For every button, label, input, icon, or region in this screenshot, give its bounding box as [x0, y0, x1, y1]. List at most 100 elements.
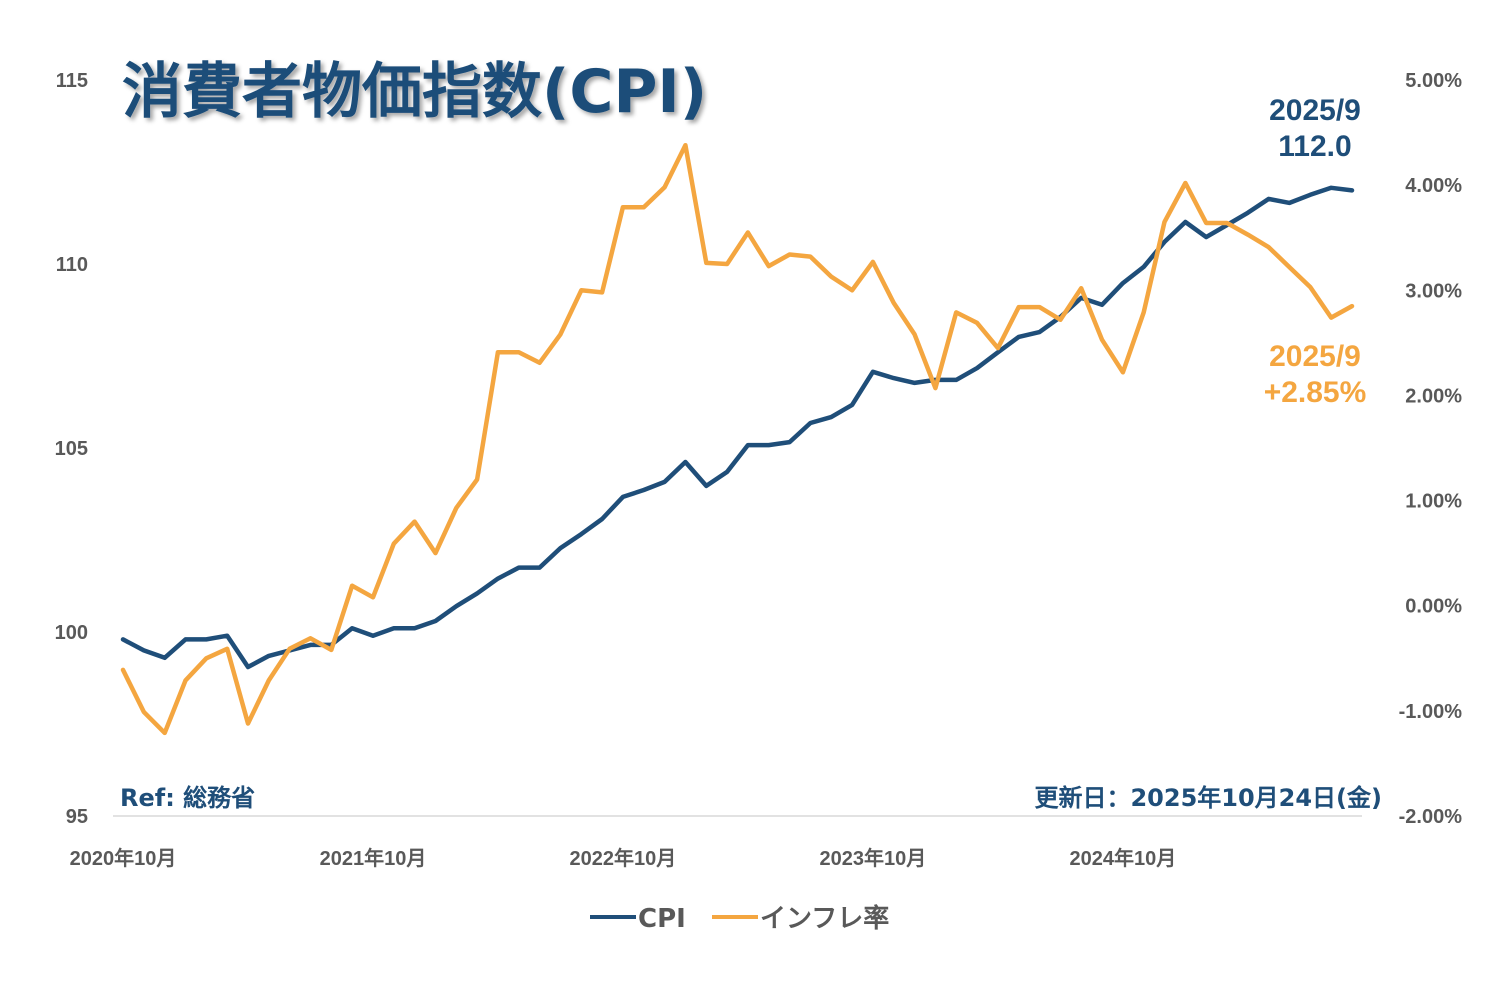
inflation-point — [329, 648, 333, 652]
inflation-point — [663, 185, 667, 189]
inflation-point — [246, 721, 250, 725]
inflation-point — [163, 731, 167, 735]
inflation-point — [1038, 305, 1042, 309]
inflation-point — [538, 361, 542, 365]
cpi-point — [350, 626, 354, 630]
cpi-point — [663, 480, 667, 484]
cpi-point — [1100, 303, 1104, 307]
inflation-point — [1058, 318, 1062, 322]
left-y-tick-label: 110 — [56, 254, 88, 276]
cpi-point — [1350, 188, 1354, 192]
cpi-point — [892, 376, 896, 380]
inflation-point — [621, 205, 625, 209]
cpi-point — [225, 634, 229, 638]
chart-title: 消費者物価指数(CPI) — [122, 57, 707, 127]
inflation-point — [350, 584, 354, 588]
x-axis: 2020年10月 2021年10月 2022年10月 2023年10月 2024年10月 — [70, 846, 1177, 870]
inflation-point — [308, 636, 312, 640]
inflation-point — [558, 332, 562, 336]
cpi-point — [142, 648, 146, 652]
cpi-point — [1308, 193, 1312, 197]
right-y-tick-label: -1.00% — [1399, 701, 1463, 723]
inflation-point — [954, 310, 958, 314]
left-y-tick-label: 100 — [55, 622, 88, 644]
inflation-point — [1225, 221, 1229, 225]
inflation-point — [1100, 338, 1104, 342]
x-tick-label: 2021年10月 — [320, 846, 427, 870]
inflation-point — [121, 668, 125, 672]
cpi-point — [475, 591, 479, 595]
cpi-point — [996, 350, 1000, 354]
inflation-point — [975, 321, 979, 325]
inflation-point — [725, 262, 729, 266]
cpi-point — [204, 637, 208, 641]
inflation-point — [1308, 285, 1312, 289]
cpi-point — [392, 626, 396, 630]
inflation-point — [1204, 221, 1208, 225]
cpi-line — [120, 185, 1355, 670]
cpi-point — [1038, 330, 1042, 334]
inflation-point — [1288, 265, 1292, 269]
cpi-point — [725, 470, 729, 474]
cpi-point — [496, 577, 500, 581]
inflation-point — [808, 255, 812, 259]
inflation-point — [1350, 304, 1354, 308]
inflation-point — [829, 275, 833, 279]
inflation-point — [579, 288, 583, 292]
right-y-tick-label: -2.00% — [1399, 806, 1463, 828]
left-y-axis: 95 100 105 110 115 — [55, 70, 88, 828]
right-y-tick-label: 3.00% — [1405, 280, 1462, 302]
cpi-point — [1183, 220, 1187, 224]
cpi-point — [975, 366, 979, 370]
inflation-point — [392, 542, 396, 546]
cpi-point — [121, 637, 125, 641]
cpi-point — [579, 532, 583, 536]
x-tick-label: 2022年10月 — [570, 846, 677, 870]
cpi-point — [850, 403, 854, 407]
inflation-point — [496, 350, 500, 354]
inflation-point — [204, 656, 208, 660]
cpi-point — [1204, 235, 1208, 239]
inflation-point — [1163, 220, 1167, 224]
inflation-point — [913, 332, 917, 336]
cpi-point — [517, 566, 521, 570]
left-y-tick-label: 115 — [56, 70, 88, 92]
inflation-point — [433, 551, 437, 555]
legend-inflation-label: インフレ率 — [760, 903, 889, 934]
inflation-point — [413, 520, 417, 524]
x-tick-label: 2020年10月 — [70, 846, 177, 870]
right-y-tick-label: 0.00% — [1405, 596, 1462, 618]
cpi-point — [308, 643, 312, 647]
cpi-point — [1329, 186, 1333, 190]
inflation-point — [475, 478, 479, 482]
left-y-tick-label: 95 — [66, 806, 88, 828]
inflation-point — [892, 301, 896, 305]
cpi-point — [600, 517, 604, 521]
right-y-tick-label: 1.00% — [1405, 491, 1462, 513]
inflation-point — [1121, 370, 1125, 374]
cpi-point — [183, 637, 187, 641]
inflation-point — [142, 710, 146, 714]
inflation-point — [746, 230, 750, 234]
cpi-point — [954, 378, 958, 382]
source-note: Ref: 総務省 — [120, 784, 255, 812]
cpi-latest-date: 2025/9 — [1269, 94, 1361, 127]
left-y-tick-label: 105 — [55, 438, 88, 460]
inflation-point — [788, 253, 792, 257]
cpi-point — [371, 634, 375, 638]
inflation-line — [120, 142, 1355, 736]
inflation-point — [267, 678, 271, 682]
cpi-point — [1017, 335, 1021, 339]
inflation-point — [642, 205, 646, 209]
cpi-point — [829, 415, 833, 419]
cpi-point — [433, 619, 437, 623]
inflation-point — [600, 290, 604, 294]
inflation-point — [1267, 245, 1271, 249]
inflation-point — [850, 288, 854, 292]
cpi-point — [913, 381, 917, 385]
cpi-point — [1288, 201, 1292, 205]
cpi-point — [538, 566, 542, 570]
legend: CPI インフレ率 — [590, 903, 889, 934]
x-tick-label: 2024年10月 — [1069, 846, 1176, 870]
